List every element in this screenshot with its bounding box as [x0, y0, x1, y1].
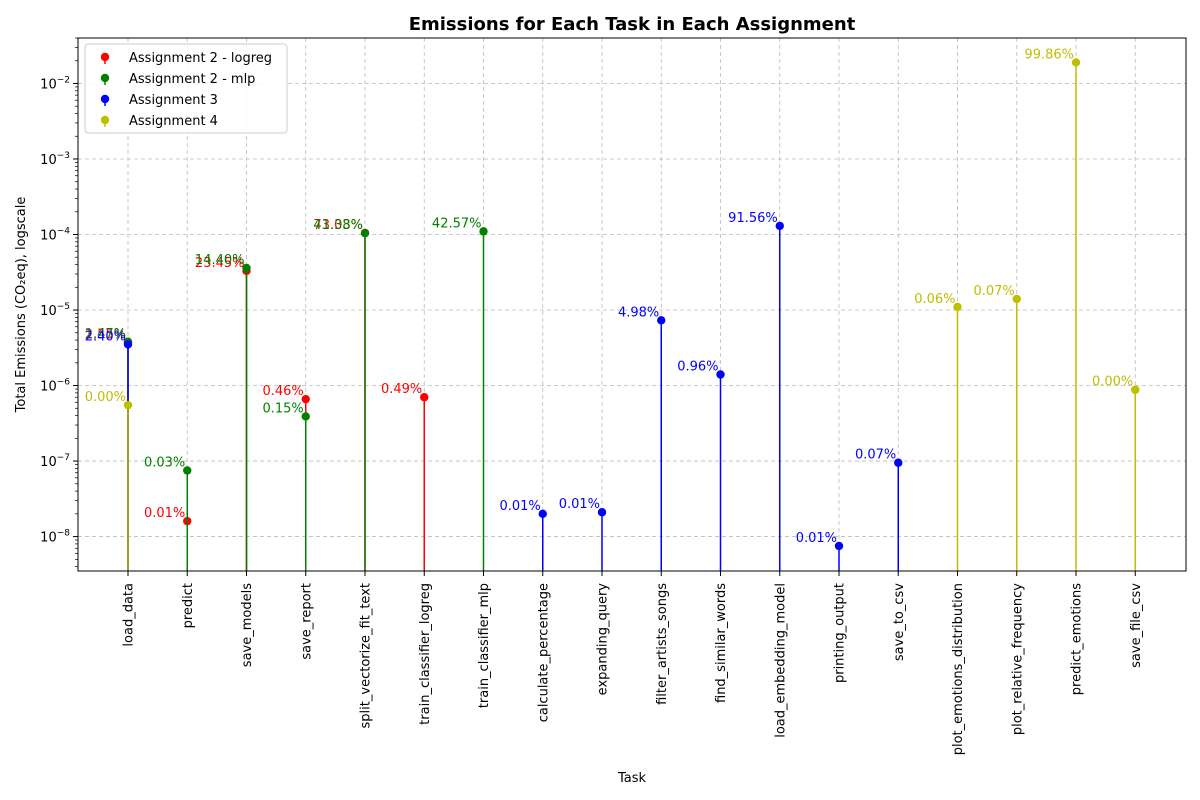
percentage-label: 2.55%: [85, 328, 126, 343]
x-tick-label: save_models: [240, 583, 255, 667]
data-point: [834, 541, 844, 551]
x-tick-label: split_vectorize_fit_text: [359, 583, 374, 728]
percentage-label: 0.01%: [499, 499, 540, 514]
x-tick-label: save_to_csv: [892, 583, 907, 661]
data-point: [123, 400, 133, 410]
data-point: [301, 412, 310, 421]
data-point: [1071, 58, 1081, 67]
x-tick-label: train_classifier_logreg: [418, 583, 433, 725]
y-tick-label: 10−4: [40, 227, 70, 244]
percentage-label: 0.96%: [677, 359, 718, 374]
legend-label: Assignment 3: [129, 93, 218, 108]
percentage-label: 0.01%: [144, 506, 185, 521]
x-tick-label: expanding_query: [596, 583, 611, 696]
data-point: [1012, 294, 1021, 304]
percentage-label: 0.07%: [973, 284, 1014, 299]
percentage-label: 0.07%: [855, 448, 896, 463]
percentage-label: 99.86%: [1024, 47, 1074, 62]
x-tick-label: load_data: [122, 583, 137, 647]
label-layer: 2.55% 0.01% 23.45% 0.46% 73.03% 0.49% 1.47% 0.0…: [85, 47, 1134, 546]
percentage-label: 23.45%: [195, 256, 245, 271]
legend-label: Assignment 4: [129, 114, 218, 129]
percentage-label: 0.03%: [144, 455, 185, 470]
percentage-label: 1.47%: [85, 327, 126, 342]
percentage-label: 4.98%: [618, 305, 659, 320]
percentage-label: 0.49%: [381, 382, 422, 397]
percentage-label: 0.06%: [914, 292, 955, 307]
data-point: [953, 302, 962, 312]
data-point: [716, 370, 725, 379]
percentage-label: 0.01%: [796, 531, 837, 546]
percentage-label: 73.03%: [313, 218, 363, 233]
legend-marker: [100, 115, 110, 125]
x-tick-label: load_embedding_model: [773, 583, 788, 738]
percentage-label: 0.01%: [559, 497, 600, 512]
percentage-label: 14.40%: [195, 253, 245, 268]
data-point: [894, 458, 903, 467]
stem-layer: [123, 58, 1140, 571]
data-point: [657, 316, 666, 325]
x-tick-label: plot_relative_frequency: [1010, 583, 1025, 735]
data-point: [360, 229, 370, 238]
data-point: [775, 221, 784, 231]
percentage-label: 41.38%: [313, 218, 363, 233]
legend-marker: [100, 73, 110, 83]
x-tick-label: predict: [181, 583, 196, 628]
y-tick-label: 10−2: [40, 75, 70, 92]
data-point: [301, 394, 310, 404]
x-tick-label: train_classifier_mlp: [477, 583, 492, 708]
percentage-label: 42.57%: [432, 216, 482, 231]
percentage-label: 0.15%: [262, 401, 303, 416]
x-tick-label: predict_emotions: [1070, 583, 1085, 695]
y-tick-label: 10−7: [40, 453, 70, 470]
data-point: [242, 263, 251, 273]
legend-marker: [100, 94, 110, 104]
y-axis-label: Total Emissions (CO₂eq), logscale: [14, 197, 29, 414]
percentage-label: 0.00%: [85, 390, 126, 405]
data-point: [538, 509, 547, 519]
x-tick-label: calculate_percentage: [536, 583, 551, 722]
legend-marker: [100, 52, 110, 62]
plot-frame: [77, 37, 1187, 572]
y-tick-label: 10−5: [40, 302, 70, 319]
x-tick-label: save_file_csv: [1129, 583, 1144, 668]
x-axis-label: Task: [617, 771, 647, 786]
percentage-label: 0.00%: [1092, 375, 1133, 390]
legend: Assignment 2 - logreg Assignment 2 - mlp A…: [84, 43, 288, 134]
y-tick-label: 10−6: [40, 378, 70, 395]
data-point: [123, 340, 133, 349]
legend-label: Assignment 2 - logreg: [129, 51, 272, 66]
y-tick-label: 10−3: [40, 151, 70, 168]
percentage-label: 2.40%: [85, 329, 126, 344]
data-point: [420, 393, 429, 402]
legend-label: Assignment 2 - mlp: [129, 72, 255, 87]
x-tick-label: plot_emotions_distribution: [951, 583, 966, 755]
x-tick-label: filter_artists_songs: [655, 583, 670, 705]
data-point: [1131, 385, 1140, 394]
data-point: [183, 466, 192, 475]
chart-title: Emissions for Each Task in Each Assignme…: [409, 14, 856, 35]
y-tick-label: 10−8: [40, 529, 70, 546]
x-tick-label: save_report: [299, 583, 314, 660]
percentage-label: 0.46%: [262, 384, 303, 399]
axis-layer: load_data predict save_models save_report sp…: [40, 37, 1144, 755]
data-point: [479, 227, 488, 236]
x-tick-label: printing_output: [833, 583, 848, 683]
x-tick-label: find_similar_words: [714, 583, 729, 703]
data-point: [597, 508, 607, 517]
percentage-label: 91.56%: [728, 211, 778, 226]
legend-box: [84, 43, 288, 134]
